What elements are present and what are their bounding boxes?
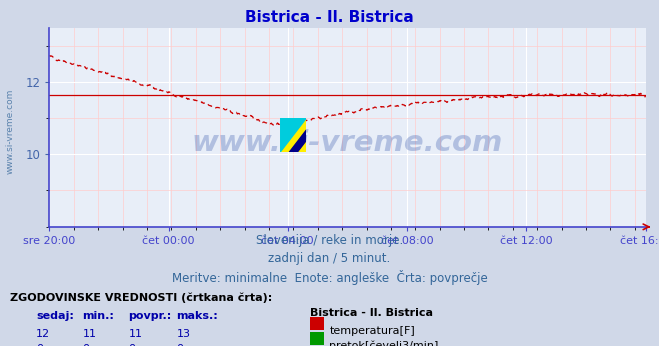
Text: Bistrica - Il. Bistrica: Bistrica - Il. Bistrica xyxy=(310,308,433,318)
Text: 0: 0 xyxy=(129,344,136,346)
Text: Bistrica - Il. Bistrica: Bistrica - Il. Bistrica xyxy=(245,10,414,25)
Text: Meritve: minimalne  Enote: angleške  Črta: povprečje: Meritve: minimalne Enote: angleške Črta:… xyxy=(171,270,488,284)
Text: sedaj:: sedaj: xyxy=(36,311,74,321)
Text: zadnji dan / 5 minut.: zadnji dan / 5 minut. xyxy=(268,252,391,265)
Text: maks.:: maks.: xyxy=(177,311,218,321)
Text: 11: 11 xyxy=(129,329,142,339)
Polygon shape xyxy=(289,130,306,152)
Text: www.si-vreme.com: www.si-vreme.com xyxy=(192,129,503,157)
Text: povpr.:: povpr.: xyxy=(129,311,172,321)
Text: min.:: min.: xyxy=(82,311,114,321)
Text: pretok[čevelj3/min]: pretok[čevelj3/min] xyxy=(330,341,439,346)
Polygon shape xyxy=(280,118,306,152)
Text: Slovenija / reke in morje.: Slovenija / reke in morje. xyxy=(256,234,403,247)
Text: 13: 13 xyxy=(177,329,190,339)
Text: www.si-vreme.com: www.si-vreme.com xyxy=(5,89,14,174)
Text: 0: 0 xyxy=(82,344,90,346)
Text: 12: 12 xyxy=(36,329,50,339)
Text: temperatura[F]: temperatura[F] xyxy=(330,326,415,336)
Text: 0: 0 xyxy=(177,344,184,346)
Polygon shape xyxy=(280,118,306,152)
Text: 11: 11 xyxy=(82,329,96,339)
Text: 0: 0 xyxy=(36,344,43,346)
Text: ZGODOVINSKE VREDNOSTI (črtkana črta):: ZGODOVINSKE VREDNOSTI (črtkana črta): xyxy=(10,292,272,303)
